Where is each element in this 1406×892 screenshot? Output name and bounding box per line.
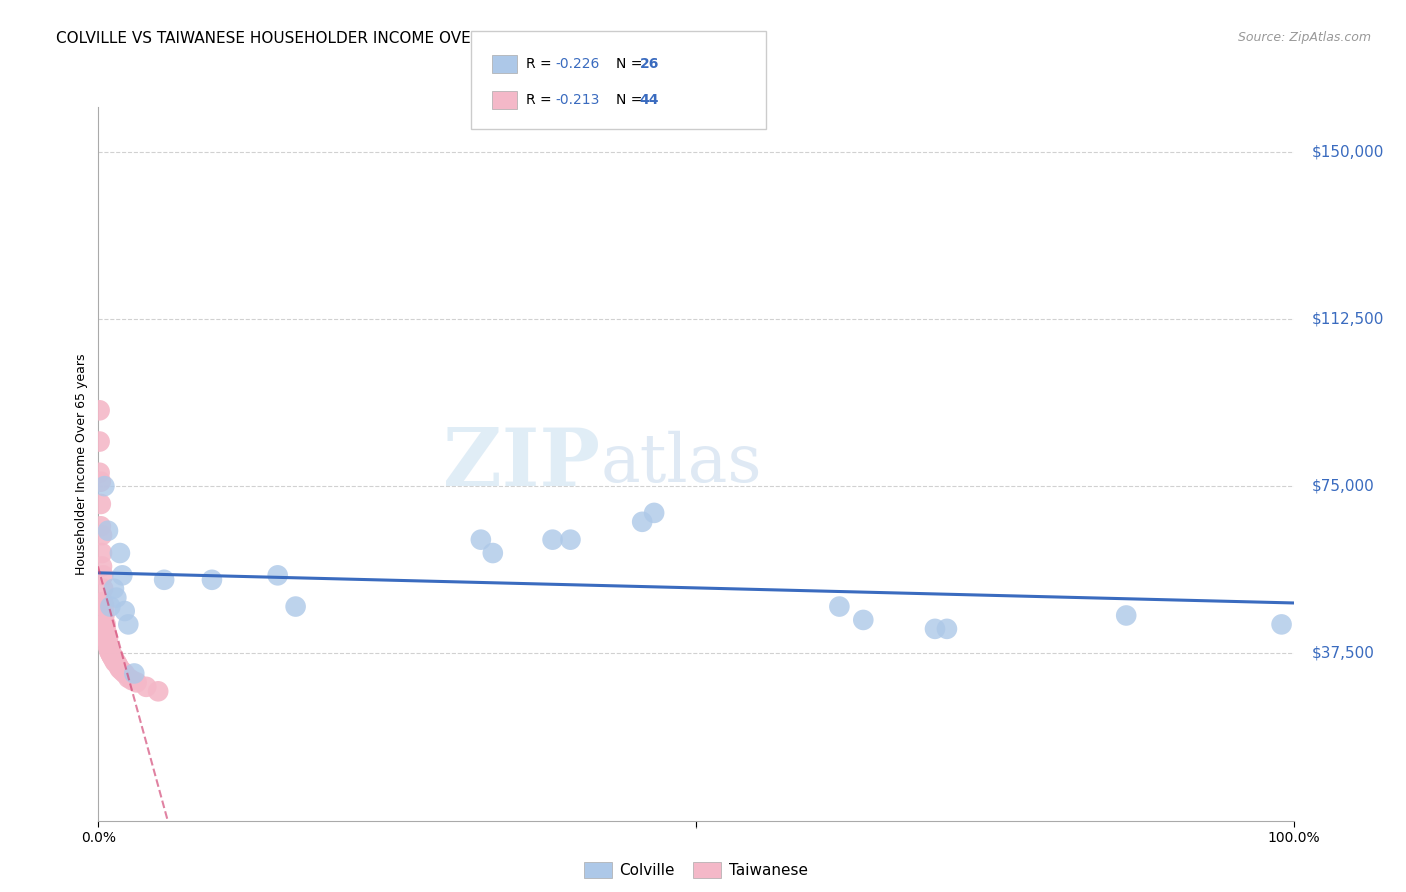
Text: $75,000: $75,000: [1312, 479, 1374, 493]
Point: [101, 651, 124, 665]
Point: [91, 559, 114, 574]
Point: [148, 684, 170, 698]
Point: [103, 653, 125, 667]
Text: -0.226: -0.226: [555, 57, 600, 71]
Text: $112,500: $112,500: [1312, 311, 1384, 326]
Point: [98, 646, 122, 660]
Text: $150,000: $150,000: [1312, 145, 1384, 159]
Point: [935, 622, 957, 636]
Text: COLVILLE VS TAIWANESE HOUSEHOLDER INCOME OVER 65 YEARS CORRELATION CHART: COLVILLE VS TAIWANESE HOUSEHOLDER INCOME…: [56, 31, 730, 46]
Point: [97, 635, 120, 649]
Legend: Colville, Taiwanese: Colville, Taiwanese: [578, 856, 814, 884]
Point: [125, 675, 148, 690]
Point: [107, 660, 129, 674]
Point: [541, 533, 564, 547]
Point: [852, 613, 875, 627]
Text: R =: R =: [526, 57, 555, 71]
Point: [924, 622, 946, 636]
Text: R =: R =: [526, 93, 555, 107]
Point: [91, 528, 114, 542]
Point: [98, 599, 122, 614]
Point: [1271, 617, 1294, 632]
Point: [135, 680, 157, 694]
Point: [98, 644, 122, 658]
Point: [91, 568, 114, 582]
Point: [96, 631, 118, 645]
Point: [108, 662, 131, 676]
Text: ZIP: ZIP: [443, 425, 600, 503]
Text: atlas: atlas: [600, 431, 762, 497]
Point: [114, 604, 136, 618]
Point: [114, 666, 136, 681]
Point: [117, 671, 139, 685]
Point: [103, 582, 125, 596]
Point: [470, 533, 492, 547]
Point: [89, 403, 111, 417]
Point: [105, 591, 128, 605]
Point: [153, 573, 176, 587]
Point: [90, 497, 112, 511]
Point: [100, 648, 122, 663]
Point: [93, 599, 115, 614]
Point: [121, 673, 143, 687]
Point: [93, 479, 115, 493]
Point: [828, 599, 851, 614]
Point: [104, 655, 127, 669]
Point: [201, 573, 224, 587]
Point: [124, 666, 146, 681]
Point: [89, 466, 111, 480]
Point: [284, 599, 307, 614]
Point: [91, 595, 114, 609]
Point: [117, 617, 139, 632]
Point: [97, 640, 120, 654]
Text: 26: 26: [640, 57, 659, 71]
Point: [267, 568, 290, 582]
Text: N =: N =: [616, 93, 647, 107]
Point: [90, 475, 112, 489]
Point: [94, 617, 117, 632]
Text: $37,500: $37,500: [1312, 646, 1374, 661]
Point: [107, 657, 129, 672]
Point: [631, 515, 654, 529]
Point: [101, 648, 124, 663]
Point: [97, 524, 120, 538]
Point: [111, 568, 134, 582]
Text: -0.213: -0.213: [555, 93, 600, 107]
Point: [91, 582, 114, 596]
Point: [103, 651, 125, 665]
Point: [560, 533, 582, 547]
Point: [643, 506, 665, 520]
Point: [93, 617, 115, 632]
Point: [1115, 608, 1137, 623]
Point: [108, 546, 131, 560]
Point: [98, 644, 121, 658]
Point: [100, 648, 122, 663]
Point: [93, 608, 115, 623]
Point: [111, 664, 134, 678]
Point: [91, 546, 114, 560]
Text: 44: 44: [640, 93, 659, 107]
Point: [89, 434, 111, 449]
Point: [96, 626, 118, 640]
Y-axis label: Householder Income Over 65 years: Householder Income Over 65 years: [75, 353, 89, 574]
Point: [94, 622, 117, 636]
Point: [105, 655, 128, 669]
Text: N =: N =: [616, 57, 647, 71]
Point: [98, 640, 121, 654]
Point: [90, 519, 112, 533]
Point: [97, 631, 120, 645]
Text: Source: ZipAtlas.com: Source: ZipAtlas.com: [1237, 31, 1371, 45]
Point: [481, 546, 505, 560]
